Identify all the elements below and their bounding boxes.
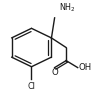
- Text: O: O: [51, 68, 58, 77]
- Text: NH$_2$: NH$_2$: [59, 2, 76, 14]
- Text: Cl: Cl: [28, 82, 35, 91]
- Text: OH: OH: [79, 63, 92, 72]
